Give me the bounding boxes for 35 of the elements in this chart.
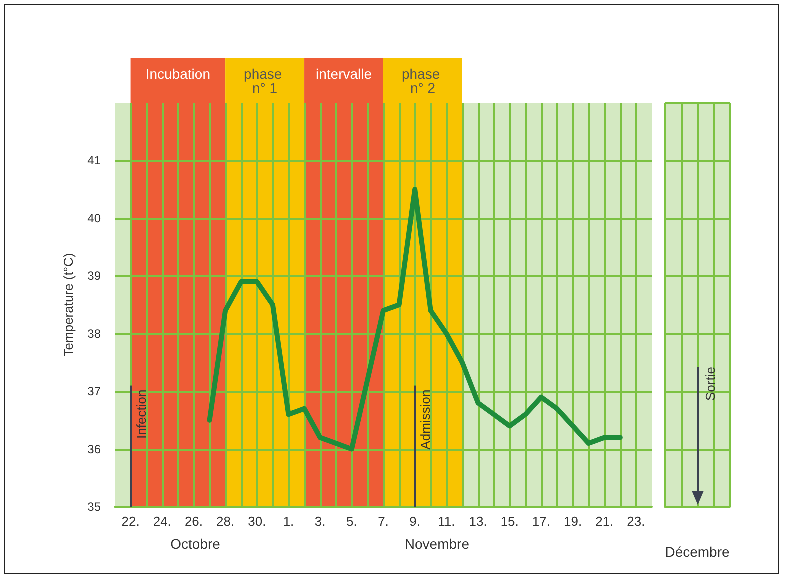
x-tick-label: 21. [596, 514, 614, 529]
y-tick-label: 38 [88, 326, 102, 341]
x-tick-label: 9. [410, 514, 421, 529]
band-label: phase n° 2 [402, 66, 444, 96]
x-tick-label: 1. [283, 514, 294, 529]
x-tick-label: 23. [627, 514, 646, 529]
y-tick-label: 40 [88, 211, 102, 226]
x-tick-label: 19. [564, 514, 582, 529]
x-tick-label: 22. [122, 514, 140, 529]
ref-line-label: Admission [418, 390, 434, 450]
band-label: intervalle [316, 66, 372, 82]
x-tick-label: 17. [532, 514, 550, 529]
text: Novembre [404, 536, 470, 552]
x-tick-label: 30. [248, 514, 266, 529]
x-tick-label: 5. [346, 514, 358, 529]
y-tick-label: 36 [88, 442, 102, 456]
x-tick-label: 28. [216, 514, 235, 529]
x-tick-label: 13. [469, 514, 488, 529]
text: Octobre [170, 536, 221, 552]
x-tick-label: 24. [153, 514, 172, 529]
y-tick-label: 37 [88, 384, 102, 399]
text: Décembre [665, 544, 730, 560]
x-tick-label: 15. [500, 514, 519, 529]
y-tick-label: 35 [88, 500, 102, 514]
x-tick-label: 3. [314, 514, 326, 529]
x-tick-label: 7. [378, 514, 389, 529]
y-tick-label: 39 [88, 269, 102, 284]
text: Sortie [702, 367, 718, 401]
band-label: Incubation [146, 66, 210, 82]
band-label: phase n° 1 [244, 66, 286, 96]
ref-line-label: Infection [134, 390, 149, 439]
y-tick-label: 41 [88, 154, 102, 168]
y-axis-title: Temperature (t°C) [61, 253, 76, 357]
x-tick-label: 11. [438, 514, 456, 529]
x-tick-label: 26. [184, 514, 204, 529]
